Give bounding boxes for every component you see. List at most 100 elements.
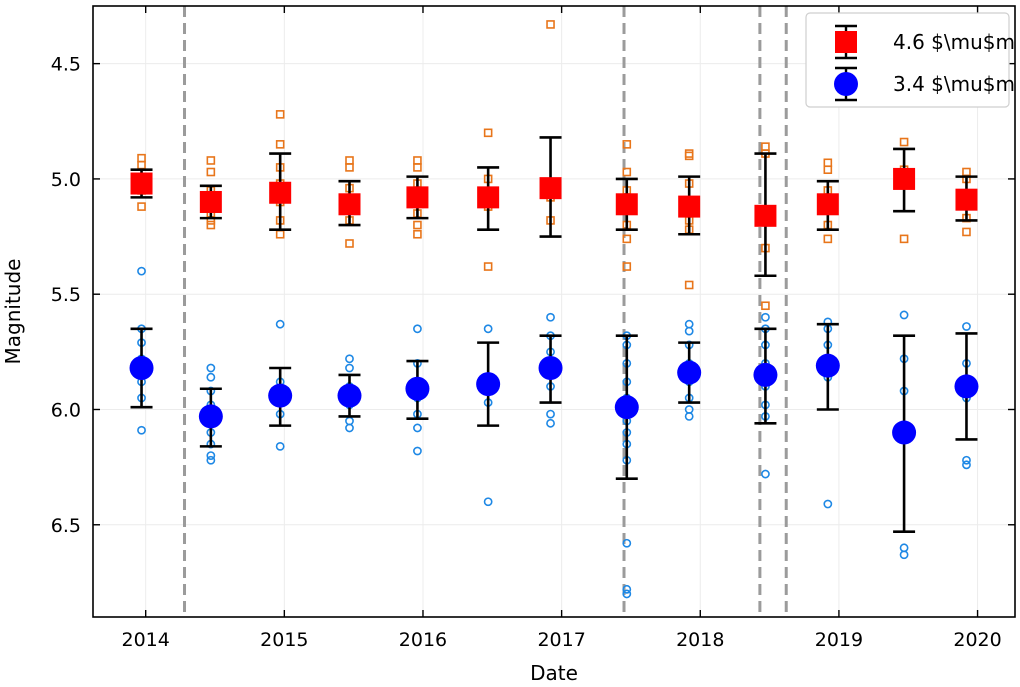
raw-point-3p4 (206, 455, 216, 465)
raw-point-4p6 (413, 163, 422, 172)
error-bars (130, 136, 978, 533)
raw-point-3p4 (206, 451, 216, 461)
legend-marker-square (835, 31, 857, 53)
raw-point-3p4 (899, 310, 909, 320)
y-tick-label: 4.5 (51, 54, 81, 76)
mean-point-4p6 (199, 190, 222, 213)
legend: 4.6 $\mu$m 3.4 $\mu$m (805, 12, 1015, 108)
raw-point-4p6 (622, 167, 632, 177)
raw-point-4p6 (622, 262, 632, 271)
raw-point-4p6 (483, 128, 493, 138)
raw-point-3p4 (546, 312, 555, 322)
raw-point-3p4 (206, 363, 216, 373)
y-axis-label: Magnitude (1, 259, 25, 365)
raw-point-3p4 (413, 423, 422, 433)
mean-point-3p4 (677, 360, 702, 385)
mean-point-4p6 (816, 193, 839, 216)
raw-point-3p4 (137, 266, 146, 276)
raw-point-3p4 (275, 441, 285, 451)
raw-point-4p6 (137, 202, 146, 211)
mean-point-4p6 (754, 204, 777, 227)
legend-label: 4.6 $\mu$m (893, 30, 1015, 54)
raw-point-4p6 (206, 156, 216, 165)
raw-point-4p6 (483, 262, 493, 271)
tick-labels: 2014 2015 2016 2017 2018 2019 2020 4.5 5.0 5.5 6.0… (51, 54, 1002, 651)
raw-point-3p4 (622, 589, 632, 599)
mean-point-4p6 (615, 193, 638, 216)
raw-point-4p6 (899, 234, 909, 244)
raw-point-3p4 (137, 425, 146, 435)
raw-point-3p4 (962, 460, 971, 470)
raw-point-3p4 (413, 446, 422, 456)
mean-point-4p6 (955, 188, 978, 211)
mean-point-3p4 (198, 404, 223, 429)
raw-point-4p6 (275, 110, 285, 119)
y-tick-label: 6.0 (51, 399, 81, 421)
raw-point-3p4 (761, 469, 770, 479)
x-axis-label: Date (530, 661, 578, 685)
raw-point-3p4 (413, 324, 422, 334)
raw-point-4p6 (345, 163, 354, 172)
raw-point-3p4 (622, 584, 632, 594)
x-tick-label: 2017 (537, 629, 585, 651)
y-tick-label: 6.5 (51, 515, 81, 537)
raw-measurements (137, 20, 971, 599)
x-tick-label: 2015 (260, 629, 308, 651)
plot-frame (92, 5, 1016, 618)
raw-point-4p6 (413, 220, 422, 230)
raw-point-3p4 (761, 312, 770, 322)
mean-markers (129, 167, 979, 445)
mean-point-3p4 (614, 395, 639, 420)
raw-point-3p4 (206, 372, 216, 382)
raw-point-3p4 (684, 412, 694, 421)
mean-point-3p4 (892, 420, 917, 445)
raw-point-4p6 (206, 167, 216, 177)
mean-point-3p4 (337, 383, 362, 408)
raw-point-3p4 (962, 322, 971, 331)
raw-point-4p6 (546, 20, 555, 29)
mean-point-3p4 (954, 374, 979, 399)
mean-point-4p6 (678, 195, 701, 218)
x-tick-label: 2014 (122, 629, 170, 651)
mean-point-4p6 (406, 186, 429, 209)
raw-point-4p6 (761, 301, 770, 311)
mean-point-4p6 (893, 167, 916, 190)
mean-point-3p4 (476, 372, 501, 397)
mean-point-3p4 (268, 383, 293, 408)
mean-point-3p4 (405, 376, 430, 401)
raw-point-4p6 (899, 137, 909, 147)
raw-point-3p4 (823, 499, 833, 509)
mean-point-3p4 (753, 362, 778, 387)
y-tick-label: 5.5 (51, 284, 81, 306)
raw-point-3p4 (962, 455, 971, 465)
mean-point-4p6 (539, 177, 562, 200)
mean-point-4p6 (477, 186, 500, 209)
x-tick-label: 2016 (399, 629, 447, 651)
mean-point-4p6 (338, 193, 361, 216)
mean-point-3p4 (815, 353, 840, 378)
legend-label: 3.4 $\mu$m (893, 72, 1015, 96)
grid-lines (93, 6, 1015, 617)
raw-point-3p4 (483, 324, 493, 334)
raw-point-4p6 (206, 220, 216, 230)
raw-point-4p6 (823, 165, 833, 175)
raw-point-4p6 (622, 234, 632, 244)
raw-point-4p6 (684, 280, 694, 290)
raw-point-4p6 (413, 229, 422, 239)
mean-point-4p6 (130, 172, 153, 195)
raw-point-3p4 (483, 497, 493, 507)
legend-marker-circle (834, 72, 858, 96)
raw-point-4p6 (345, 239, 354, 248)
mean-point-3p4 (129, 355, 154, 380)
y-tick-label: 5.0 (51, 169, 81, 191)
x-tick-label: 2018 (676, 629, 724, 651)
raw-point-3p4 (275, 319, 285, 329)
raw-point-3p4 (622, 538, 632, 548)
raw-point-3p4 (546, 418, 555, 428)
raw-point-3p4 (345, 363, 354, 373)
x-tick-label: 2020 (953, 629, 1001, 651)
mean-point-4p6 (269, 181, 292, 204)
raw-point-3p4 (546, 409, 555, 419)
